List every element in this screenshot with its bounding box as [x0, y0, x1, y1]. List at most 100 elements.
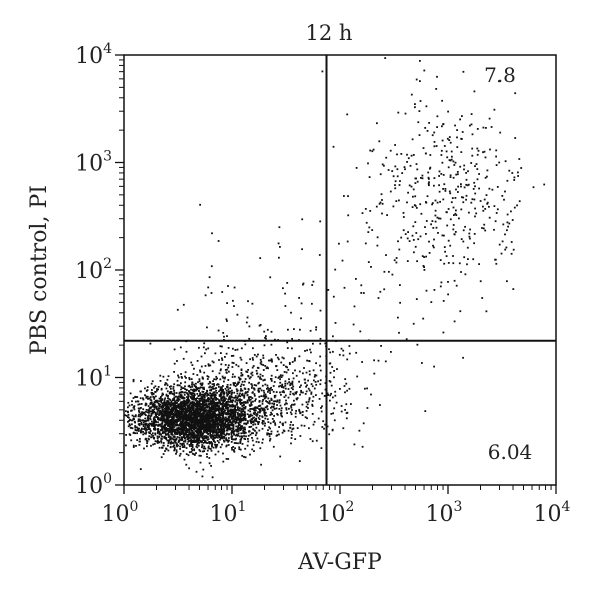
scatter-point: [187, 437, 189, 440]
scatter-point: [227, 390, 230, 393]
scatter-point: [331, 366, 334, 368]
scatter-point: [147, 428, 150, 430]
scatter-point: [260, 395, 263, 397]
scatter-point: [223, 409, 226, 412]
scatter-point: [236, 392, 239, 395]
scatter-point: [237, 381, 240, 384]
scatter-point: [249, 419, 252, 422]
scatter-point: [263, 330, 266, 333]
scatter-point: [180, 404, 183, 406]
scatter-point: [453, 320, 456, 323]
scatter-point: [319, 355, 322, 358]
scatter-point: [340, 405, 343, 407]
scatter-point: [234, 447, 236, 450]
scatter-point: [243, 435, 245, 437]
scatter-point: [308, 398, 311, 401]
scatter-point: [210, 429, 213, 432]
scatter-point: [252, 365, 255, 367]
scatter-point: [210, 442, 213, 444]
scatter-point: [424, 410, 427, 412]
scatter-point: [197, 430, 199, 433]
scatter-point: [543, 183, 546, 186]
scatter-point: [495, 212, 498, 214]
scatter-point: [185, 426, 187, 429]
scatter-point: [175, 392, 178, 394]
scatter-point: [273, 415, 275, 417]
scatter-point: [134, 432, 136, 435]
scatter-point: [152, 405, 154, 408]
scatter-point: [157, 402, 160, 405]
scatter-point: [249, 410, 252, 413]
scatter-point: [138, 413, 140, 416]
scatter-point: [232, 362, 235, 364]
scatter-point: [191, 449, 194, 451]
scatter-point: [473, 198, 476, 201]
scatter-point: [193, 367, 195, 370]
scatter-point: [346, 411, 349, 414]
scatter-point: [183, 391, 185, 394]
scatter-point: [204, 413, 207, 416]
scatter-point: [183, 445, 185, 448]
scatter-point: [415, 207, 418, 209]
scatter-point: [198, 346, 200, 349]
scatter-point: [190, 427, 193, 429]
scatter-point: [207, 416, 210, 419]
scatter-point: [137, 423, 140, 426]
scatter-point: [510, 252, 513, 255]
scatter-point: [147, 425, 150, 427]
scatter-point: [156, 408, 159, 411]
scatter-point: [213, 402, 215, 405]
scatter-point: [214, 421, 217, 424]
scatter-point: [138, 407, 141, 410]
scatter-point: [326, 392, 329, 395]
scatter-point: [174, 405, 177, 408]
scatter-point: [145, 395, 148, 398]
scatter-point: [147, 418, 150, 420]
scatter-point: [266, 387, 268, 390]
scatter-point: [180, 429, 183, 431]
scatter-point: [193, 392, 196, 395]
scatter-point: [188, 384, 191, 387]
scatter-point: [235, 420, 238, 423]
scatter-point: [491, 188, 494, 191]
scatter-point: [204, 399, 207, 402]
scatter-point: [298, 297, 300, 299]
scatter-point: [172, 402, 175, 404]
scatter-point: [237, 382, 239, 385]
scatter-point: [460, 208, 463, 211]
scatter-point: [209, 364, 212, 367]
scatter-point: [359, 330, 362, 333]
scatter-point: [190, 413, 193, 415]
scatter-point: [201, 414, 204, 416]
scatter-point: [149, 403, 152, 405]
scatter-point: [225, 424, 228, 426]
scatter-point: [254, 398, 257, 401]
scatter-point: [211, 423, 213, 426]
scatter-point: [194, 403, 197, 406]
scatter-point: [455, 188, 457, 191]
scatter-point: [275, 407, 278, 410]
scatter-point: [184, 404, 187, 407]
scatter-point: [306, 417, 308, 420]
scatter-point: [284, 384, 287, 387]
scatter-point: [212, 425, 214, 428]
scatter-point: [273, 381, 276, 383]
scatter-point: [190, 393, 193, 395]
scatter-point: [181, 430, 184, 433]
scatter-point: [204, 415, 207, 418]
scatter-point: [470, 123, 473, 126]
scatter-point: [150, 436, 152, 439]
scatter-point: [150, 399, 153, 402]
scatter-point: [340, 410, 343, 413]
scatter-point: [168, 425, 171, 428]
scatter-point: [462, 196, 465, 199]
scatter-point: [154, 413, 157, 416]
scatter-point: [199, 413, 202, 416]
scatter-point: [138, 411, 141, 413]
scatter-point: [250, 402, 253, 405]
scatter-point: [263, 394, 265, 397]
scatter-point: [440, 149, 443, 152]
scatter-point: [411, 138, 414, 141]
scatter-point: [186, 402, 189, 405]
scatter-point: [427, 182, 430, 185]
